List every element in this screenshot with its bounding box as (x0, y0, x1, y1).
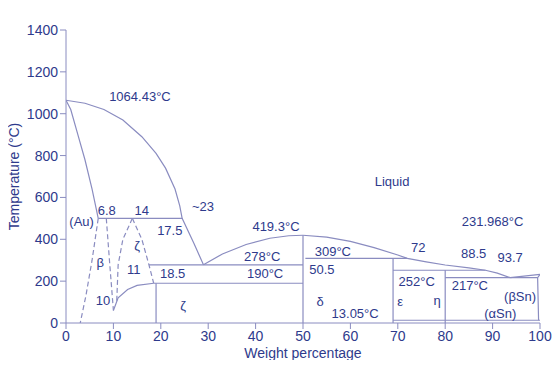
svg-text:10: 10 (96, 293, 110, 308)
svg-text:90: 90 (485, 328, 501, 344)
svg-text:10: 10 (106, 328, 122, 344)
svg-text:217°C: 217°C (452, 278, 488, 293)
svg-text:6.8: 6.8 (98, 203, 116, 218)
svg-text:309°C: 309°C (315, 244, 351, 259)
svg-text:Liquid: Liquid (375, 174, 410, 189)
svg-text:72: 72 (411, 240, 425, 255)
svg-text:100: 100 (528, 328, 552, 344)
svg-text:0: 0 (62, 328, 70, 344)
svg-text:11: 11 (127, 262, 141, 277)
svg-text:ζ: ζ (134, 238, 140, 253)
svg-text:Weight percentage: Weight percentage (244, 345, 361, 360)
svg-text:231.968°C: 231.968°C (462, 214, 524, 229)
svg-text:50.5: 50.5 (309, 262, 334, 277)
svg-text:800: 800 (35, 148, 59, 164)
svg-text:0: 0 (50, 315, 58, 331)
svg-text:419.3°C: 419.3°C (252, 219, 299, 234)
svg-text:14: 14 (135, 203, 149, 218)
svg-text:30: 30 (200, 328, 216, 344)
svg-text:80: 80 (437, 328, 453, 344)
svg-text:278°C: 278°C (244, 249, 280, 264)
svg-text:88.5: 88.5 (461, 246, 486, 261)
svg-text:1000: 1000 (27, 106, 58, 122)
svg-text:200: 200 (35, 273, 59, 289)
svg-text:13.05°C: 13.05°C (332, 306, 379, 321)
svg-text:β: β (96, 255, 103, 270)
svg-text:93.7: 93.7 (497, 250, 522, 265)
svg-text:50: 50 (295, 328, 311, 344)
svg-text:δ: δ (316, 294, 323, 309)
svg-text:Temperature (°C): Temperature (°C) (8, 123, 22, 231)
svg-text:1064.43°C: 1064.43°C (109, 89, 171, 104)
svg-text:1200: 1200 (27, 64, 58, 80)
svg-text:600: 600 (35, 189, 59, 205)
svg-text:400: 400 (35, 231, 59, 247)
svg-text:(Au): (Au) (69, 214, 94, 229)
svg-text:η: η (434, 293, 441, 308)
svg-text:18.5: 18.5 (160, 266, 185, 281)
svg-text:190°C: 190°C (247, 266, 283, 281)
svg-text:ε: ε (397, 294, 403, 309)
svg-text:(βSn): (βSn) (504, 289, 536, 304)
svg-text:1400: 1400 (27, 22, 58, 38)
svg-text:20: 20 (153, 328, 169, 344)
svg-text:ζ: ζ (180, 298, 186, 313)
svg-text:252°C: 252°C (399, 274, 435, 289)
svg-text:70: 70 (390, 328, 406, 344)
svg-text:60: 60 (343, 328, 359, 344)
svg-text:40: 40 (248, 328, 264, 344)
svg-text:(αSn): (αSn) (484, 306, 516, 321)
svg-text:17.5: 17.5 (157, 223, 182, 238)
svg-text:~23: ~23 (192, 199, 214, 214)
